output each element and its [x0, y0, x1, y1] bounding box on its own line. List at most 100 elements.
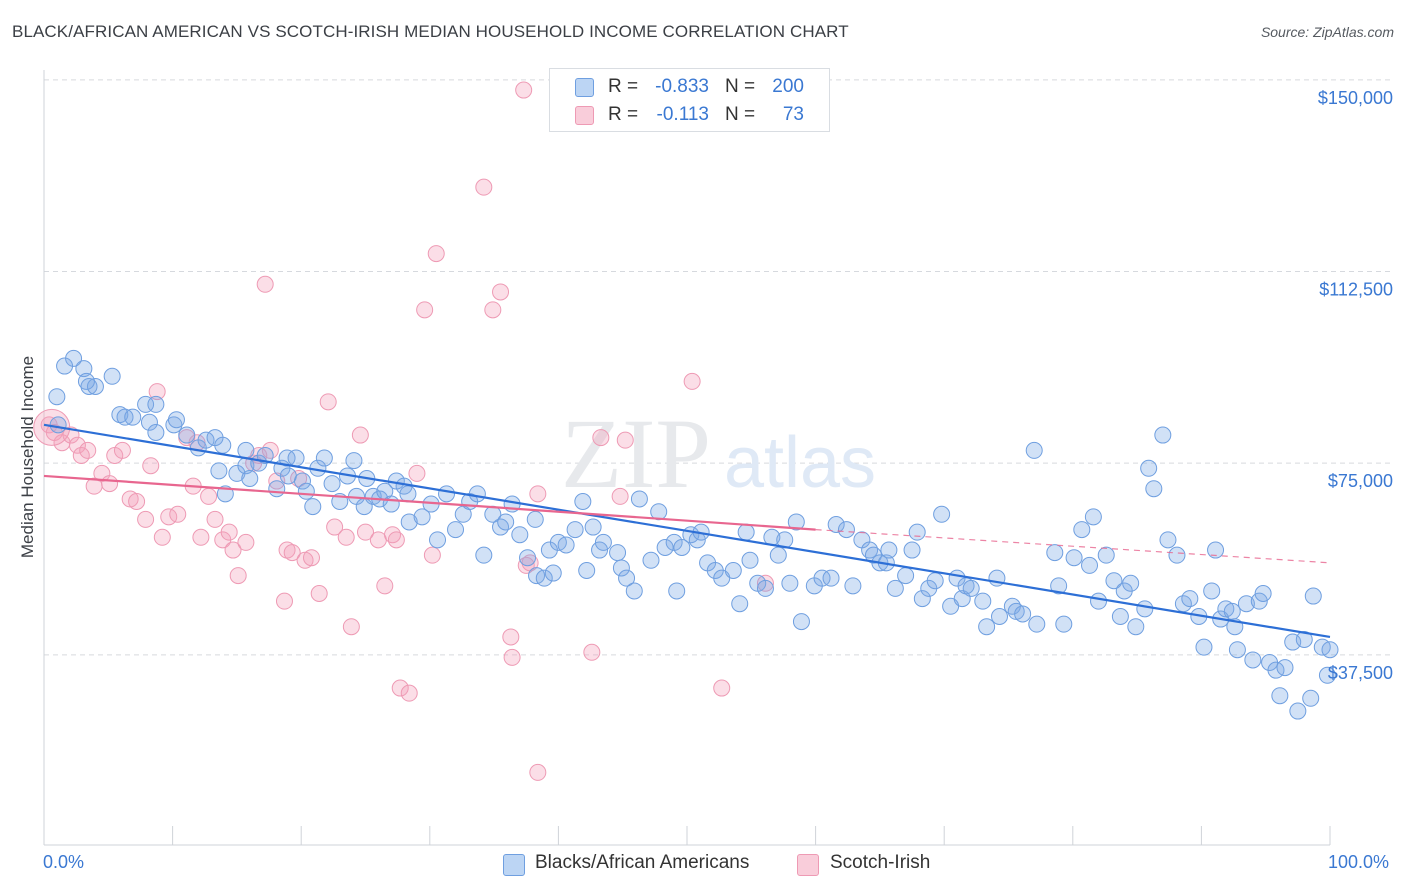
scatter-point-blacks: [468, 485, 486, 503]
scatter-point-blacks: [1181, 590, 1199, 608]
scatter-point-blacks: [591, 541, 609, 559]
scatter-point-scotch-irish: [220, 523, 238, 541]
scatter-point-blacks: [724, 562, 742, 579]
scatter-point-blacks: [1271, 687, 1289, 705]
scatter-point-blacks: [315, 449, 333, 467]
source-label: Source: ZipAtlas.com: [1260, 24, 1394, 40]
scatter-point-blacks: [933, 505, 951, 523]
scatter-point-blacks: [497, 513, 515, 531]
scatter-point-blacks: [1028, 615, 1046, 633]
scatter-point-blacks: [574, 493, 592, 510]
scatter-point-scotch-irish: [200, 487, 218, 505]
scatter-point-blacks: [147, 395, 165, 413]
scatter-point-blacks: [837, 521, 855, 539]
watermark-atlas: atlas: [724, 423, 876, 503]
r-label: R =: [608, 104, 639, 125]
scatter-point-blacks: [1025, 441, 1043, 459]
scatter-point-blacks: [1223, 602, 1241, 620]
scatter-point-scotch-irish: [427, 245, 445, 263]
scatter-point-scotch-irish: [237, 533, 255, 551]
scatter-point-scotch-irish: [611, 487, 629, 505]
scatter-point-scotch-irish: [310, 585, 328, 602]
legend-swatch-blue: [575, 78, 594, 97]
scatter-point-blacks: [578, 562, 596, 579]
scatter-point-blacks: [594, 533, 612, 551]
scatter-point-scotch-irish: [683, 372, 701, 390]
scatter-point-blacks: [673, 539, 691, 556]
legend-label: Scotch-Irish: [830, 852, 931, 873]
scatter-point-blacks: [1203, 582, 1221, 600]
scatter-point-blacks: [978, 618, 996, 636]
legend-label: Blacks/African Americans: [535, 852, 750, 873]
scatter-point-blacks: [287, 449, 305, 467]
scatter-point-blacks: [618, 569, 636, 587]
x-tick-max: 100.0%: [1328, 852, 1390, 872]
scatter-point-scotch-irish: [713, 679, 731, 697]
scatter-point-scotch-irish: [400, 684, 418, 702]
scatter-point-blacks: [1140, 459, 1158, 477]
y-axis-label: Median Household Income: [18, 355, 37, 559]
scatter-point-scotch-irish: [583, 643, 601, 661]
scatter-point-scotch-irish: [275, 592, 293, 610]
scatter-point-blacks: [1055, 615, 1073, 633]
r-value: -0.113: [656, 104, 709, 125]
scatter-point-blacks: [49, 416, 67, 434]
scatter-point-blacks: [1195, 638, 1213, 656]
n-label: N =: [725, 104, 756, 125]
scatter-point-blacks: [1122, 574, 1140, 592]
scatter-point-blacks: [1228, 641, 1246, 659]
scatter-point-blacks: [1097, 546, 1115, 564]
scatter-point-scotch-irish: [387, 531, 405, 549]
scatter-point-blacks: [1254, 585, 1272, 602]
scatter-point-blacks: [103, 367, 121, 385]
chart-title: BLACK/AFRICAN AMERICAN VS SCOTCH-IRISH M…: [12, 22, 849, 41]
scatter-point-scotch-irish: [484, 301, 502, 319]
scatter-point-scotch-irish: [337, 528, 355, 546]
scatter-point-scotch-irish: [319, 393, 337, 411]
scatter-point-scotch-irish: [153, 528, 171, 546]
scatter-point-blacks: [1145, 480, 1163, 498]
scatter-point-blacks: [80, 378, 98, 395]
scatter-point-blacks: [781, 574, 799, 592]
scatter-point-scotch-irish: [423, 546, 441, 564]
scatter-point-blacks: [1318, 666, 1336, 684]
scatter-point-scotch-irish: [529, 763, 547, 781]
scatter-point-blacks: [1289, 702, 1307, 720]
scatter-point-blacks: [304, 498, 322, 516]
scatter-point-scotch-irish: [616, 431, 634, 449]
scatter-point-blacks: [77, 372, 95, 390]
scatter-point-blacks: [913, 590, 931, 608]
scatter-point-blacks: [268, 480, 286, 498]
r-label: R =: [608, 76, 639, 97]
scatter-point-blacks: [241, 470, 259, 487]
scatter-point-scotch-irish: [502, 628, 520, 646]
watermark: ZIP atlas: [561, 398, 876, 509]
scatter-point-scotch-irish: [342, 618, 360, 636]
scatter-point-blacks: [1050, 577, 1068, 595]
scatter-point-blacks: [278, 449, 296, 467]
scatter-point-blacks: [237, 441, 255, 459]
scatter-point-blacks: [903, 541, 921, 559]
scatter-point-blacks: [1321, 641, 1339, 659]
scatter-point-blacks: [827, 516, 845, 533]
scatter-point-blacks: [382, 495, 400, 513]
scatter-point-blacks: [1046, 544, 1064, 562]
scatter-point-scotch-irish: [261, 441, 279, 459]
scatter-point-scotch-irish: [101, 475, 119, 493]
scatter-point-blacks: [256, 447, 274, 464]
scatter-point-blacks: [475, 546, 493, 564]
r-value: -0.833: [655, 76, 709, 97]
scatter-point-blacks: [1237, 595, 1255, 613]
scatter-point-blacks: [438, 485, 456, 503]
scatter-point-blacks: [741, 551, 759, 569]
scatter-point-blacks: [1295, 631, 1313, 648]
scatter-point-scotch-irish: [113, 441, 131, 459]
scatter-point-blacks: [813, 569, 831, 587]
scatter-point-blacks: [612, 559, 630, 577]
scatter-point-scotch-irish: [278, 541, 296, 559]
scatter-point-blacks: [557, 536, 575, 554]
legend-swatch-pink: [575, 106, 594, 125]
scatter-point-scotch-irish: [515, 81, 533, 99]
scatter-point-blacks: [769, 546, 787, 564]
scatter-point-scotch-irish: [137, 510, 155, 528]
